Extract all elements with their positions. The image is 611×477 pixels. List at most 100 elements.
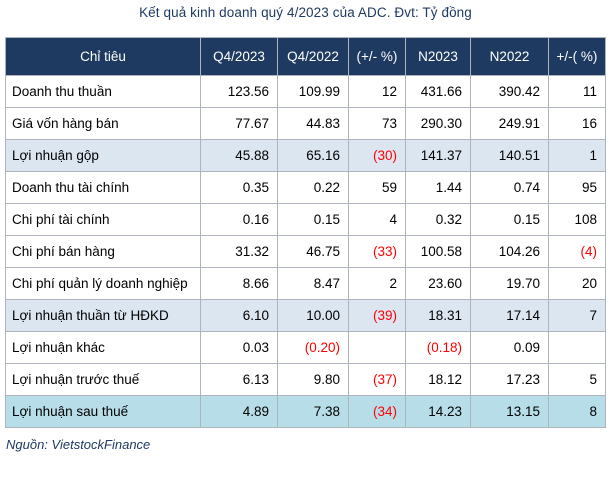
value-cell: 108 (548, 203, 606, 236)
value-cell: 1.44 (405, 171, 471, 204)
value-cell: 290.30 (405, 107, 471, 140)
row-label: Chi phí bán hàng (5, 235, 201, 268)
value-cell: 9.80 (277, 363, 349, 396)
value-cell: 0.16 (200, 203, 278, 236)
table-row: Lợi nhuận thuần từ HĐKD 6.10 10.00 (39) 18.3… (5, 299, 606, 332)
header-q-change: (+/- %) (348, 37, 406, 76)
table-row: Chi phí bán hàng 31.32 46.75 (33) 100.58 104.… (5, 235, 606, 268)
header-row: Chỉ tiêu Q4/2023 Q4/2022 (+/- %) N2023 N… (5, 37, 606, 76)
value-cell: 12 (348, 75, 406, 108)
value-cell: 19.70 (470, 267, 549, 300)
table-body: Doanh thu thuần 123.56 109.99 12 431.66 390.4… (5, 75, 606, 428)
value-cell: 431.66 (405, 75, 471, 108)
value-cell: 14.23 (405, 395, 471, 428)
value-cell: 95 (548, 171, 606, 204)
value-cell: 65.16 (277, 139, 349, 172)
row-label: Lợi nhuận trước thuế (5, 363, 201, 396)
value-cell: 73 (348, 107, 406, 140)
value-cell: 45.88 (200, 139, 278, 172)
value-cell: 7.38 (277, 395, 349, 428)
value-cell: 10.00 (277, 299, 349, 332)
source-caption: Nguồn: VietstockFinance (6, 437, 151, 452)
header-n2023: N2023 (405, 37, 471, 76)
value-cell (348, 331, 406, 364)
value-cell: 0.09 (470, 331, 549, 364)
table-row: Lợi nhuận khác 0.03 (0.20) (0.18) 0.09 (5, 331, 606, 364)
value-cell: 46.75 (277, 235, 349, 268)
row-label: Doanh thu thuần (5, 75, 201, 108)
value-cell: (0.20) (277, 331, 349, 364)
value-cell: (0.18) (405, 331, 471, 364)
value-cell: (4) (548, 235, 606, 268)
report-page: Kết quả kinh doanh quý 4/2023 của ADC. Đ… (0, 5, 611, 477)
value-cell: 0.22 (277, 171, 349, 204)
row-label: Doanh thu tài chính (5, 171, 201, 204)
value-cell: 13.15 (470, 395, 549, 428)
value-cell: (30) (348, 139, 406, 172)
row-label: Lợi nhuận sau thuế (5, 395, 201, 428)
value-cell: 8.66 (200, 267, 278, 300)
table-row: Doanh thu tài chính 0.35 0.22 59 1.44 0.74 95 (5, 171, 606, 204)
value-cell: 4 (348, 203, 406, 236)
value-cell: 6.10 (200, 299, 278, 332)
value-cell: 0.74 (470, 171, 549, 204)
value-cell: 2 (348, 267, 406, 300)
row-label: Giá vốn hàng bán (5, 107, 201, 140)
value-cell: 59 (348, 171, 406, 204)
value-cell: 249.91 (470, 107, 549, 140)
value-cell: 109.99 (277, 75, 349, 108)
table-row: Lợi nhuận trước thuế 6.13 9.80 (37) 18.12 17.… (5, 363, 606, 396)
value-cell: 18.12 (405, 363, 471, 396)
value-cell: 123.56 (200, 75, 278, 108)
value-cell: 31.32 (200, 235, 278, 268)
value-cell: 104.26 (470, 235, 549, 268)
value-cell: 17.23 (470, 363, 549, 396)
value-cell: 0.15 (470, 203, 549, 236)
value-cell: 17.14 (470, 299, 549, 332)
value-cell: 77.67 (200, 107, 278, 140)
value-cell: 1 (548, 139, 606, 172)
value-cell: 23.60 (405, 267, 471, 300)
value-cell: 0.32 (405, 203, 471, 236)
value-cell: 7 (548, 299, 606, 332)
value-cell: 8 (548, 395, 606, 428)
value-cell: 0.15 (277, 203, 349, 236)
table-row: Chi phí tài chính 0.16 0.15 4 0.32 0.15 108 (5, 203, 606, 236)
value-cell: 6.13 (200, 363, 278, 396)
value-cell (548, 331, 606, 364)
row-label: Lợi nhuận gộp (5, 139, 201, 172)
value-cell: 8.47 (277, 267, 349, 300)
row-label: Lợi nhuận khác (5, 331, 201, 364)
table-row: Lợi nhuận gộp 45.88 65.16 (30) 141.37 140.51 1 (5, 139, 606, 172)
value-cell: 390.42 (470, 75, 549, 108)
value-cell: (34) (348, 395, 406, 428)
row-label: Chi phí quản lý doanh nghiệp (5, 267, 201, 300)
header-n2022: N2022 (470, 37, 549, 76)
page-title: Kết quả kinh doanh quý 4/2023 của ADC. Đ… (139, 5, 472, 20)
financial-results-table: Chỉ tiêu Q4/2023 Q4/2022 (+/- %) N2023 N… (5, 37, 606, 428)
value-cell: 140.51 (470, 139, 549, 172)
value-cell: 5 (548, 363, 606, 396)
header-q4-2022: Q4/2022 (277, 37, 349, 76)
header-chi-tieu: Chỉ tiêu (5, 37, 201, 76)
value-cell: 4.89 (200, 395, 278, 428)
value-cell: 11 (548, 75, 606, 108)
value-cell: 18.31 (405, 299, 471, 332)
table-row: Doanh thu thuần 123.56 109.99 12 431.66 390.4… (5, 75, 606, 108)
value-cell: 0.35 (200, 171, 278, 204)
value-cell: 0.03 (200, 331, 278, 364)
row-label: Chi phí tài chính (5, 203, 201, 236)
table-header: Chỉ tiêu Q4/2023 Q4/2022 (+/- %) N2023 N… (5, 37, 606, 76)
header-q4-2023: Q4/2023 (200, 37, 278, 76)
table-row: Lợi nhuận sau thuế 4.89 7.38 (34) 14.23 13.15… (5, 395, 606, 428)
value-cell: (33) (348, 235, 406, 268)
value-cell: (39) (348, 299, 406, 332)
value-cell: (37) (348, 363, 406, 396)
value-cell: 44.83 (277, 107, 349, 140)
row-label: Lợi nhuận thuần từ HĐKD (5, 299, 201, 332)
value-cell: 141.37 (405, 139, 471, 172)
value-cell: 20 (548, 267, 606, 300)
table-row: Giá vốn hàng bán 77.67 44.83 73 290.30 249.91… (5, 107, 606, 140)
value-cell: 100.58 (405, 235, 471, 268)
table-row: Chi phí quản lý doanh nghiệp 8.66 8.47 2 23.… (5, 267, 606, 300)
